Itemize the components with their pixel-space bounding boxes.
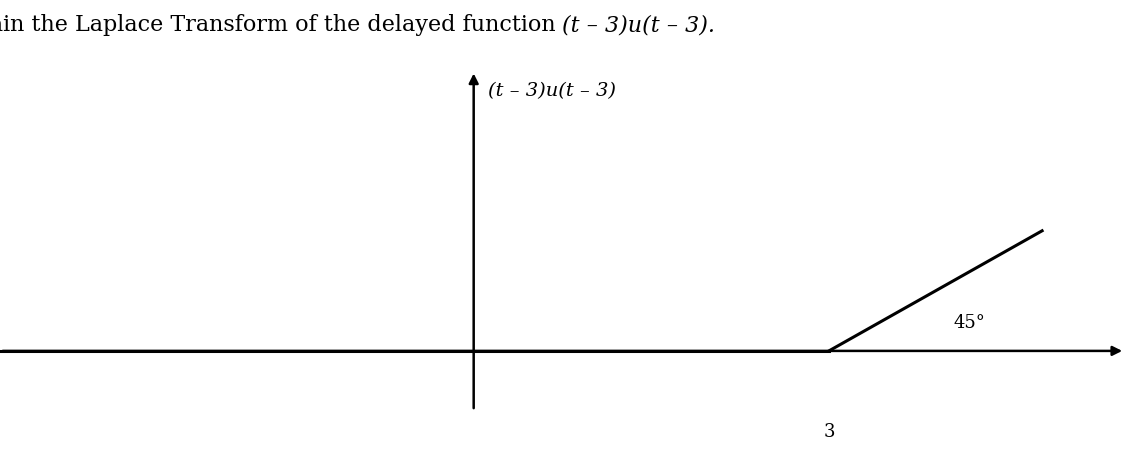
Text: 45°: 45° (953, 314, 986, 332)
Text: (t – 3)u(t – 3).: (t – 3)u(t – 3). (562, 14, 716, 36)
Text: (t – 3)u(t – 3): (t – 3)u(t – 3) (488, 82, 615, 100)
Text: H.W: Obtain the Laplace Transform of the delayed function: H.W: Obtain the Laplace Transform of the… (0, 14, 562, 36)
Text: 3: 3 (824, 423, 835, 441)
